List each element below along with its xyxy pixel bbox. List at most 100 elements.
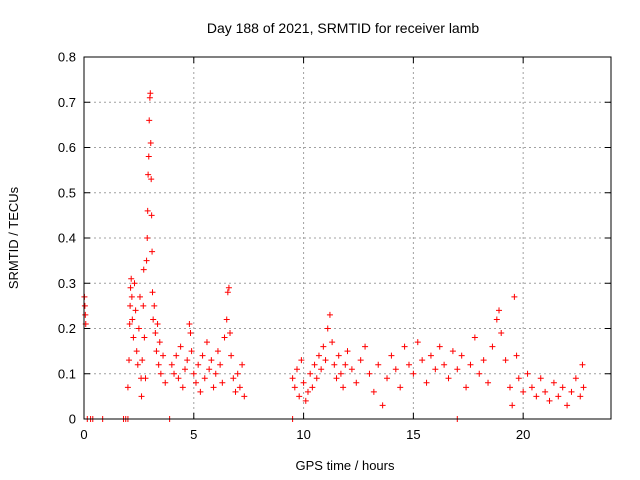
data-point [293,366,300,373]
data-point [130,334,137,341]
data-point [153,348,160,355]
data-point [513,352,520,359]
data-point [147,139,154,146]
data-point [171,370,178,377]
data-point [143,257,150,264]
data-point [175,375,182,382]
data-point [217,361,224,368]
y-tick-label: 0.1 [58,366,76,381]
data-point [154,320,161,327]
data-point [124,384,131,391]
data-point [489,343,496,350]
data-point [546,397,553,404]
data-point [379,402,386,409]
data-point [192,379,199,386]
data-point [127,284,134,291]
x-tick-label: 15 [406,427,420,442]
data-point [128,275,135,282]
data-point [139,357,146,364]
data-point [302,397,309,404]
x-tick-label: 20 [516,427,530,442]
data-point [559,384,566,391]
data-point [190,370,197,377]
data-point [348,366,355,373]
data-points [81,90,587,422]
data-point [304,388,311,395]
y-tick-label: 0.4 [58,231,76,246]
data-point [520,388,527,395]
data-point [370,388,377,395]
data-point [509,402,516,409]
data-point [214,348,221,355]
data-point [392,366,399,373]
data-point [458,352,465,359]
data-point [432,366,439,373]
data-point [471,334,478,341]
y-tick-label: 0.7 [58,95,76,110]
data-point [441,361,448,368]
data-point [335,352,342,359]
data-point [397,384,404,391]
data-point [187,330,194,337]
data-point [436,343,443,350]
data-point [502,357,509,364]
data-point [331,361,338,368]
data-point [225,284,232,291]
data-point [291,384,298,391]
data-point [405,361,412,368]
data-point [577,393,584,400]
data-point [227,330,234,337]
data-point [550,379,557,386]
data-point [219,379,226,386]
data-point [414,339,421,346]
data-point [133,348,140,355]
data-point [206,366,213,373]
data-point [149,289,156,296]
data-point [309,384,316,391]
data-point [506,384,513,391]
x-tick-label: 0 [80,427,87,442]
data-point [148,212,155,219]
data-point [157,370,164,377]
data-point [155,361,162,368]
data-point [149,248,156,255]
data-point [127,302,134,309]
data-point [140,302,147,309]
data-point [141,334,148,341]
data-point [173,352,180,359]
data-point [493,316,500,323]
data-point [445,375,452,382]
y-tick-label: 0.6 [58,140,76,155]
data-point [579,361,586,368]
data-point [300,379,307,386]
data-point [318,366,325,373]
data-point [427,352,434,359]
data-point [232,388,239,395]
data-point [580,384,587,391]
data-point [140,266,147,273]
data-point [132,307,139,314]
data-point [307,370,314,377]
x-tick-label: 10 [296,427,310,442]
data-point [156,339,163,346]
data-point [568,388,575,395]
data-point [572,375,579,382]
data-point [366,370,373,377]
data-point [195,361,202,368]
data-point [511,293,518,300]
y-tick-label: 0.8 [58,50,76,65]
data-point [148,176,155,183]
data-point [135,325,142,332]
data-point [145,153,152,160]
x-tick-label: 5 [190,427,197,442]
data-point [463,384,470,391]
data-point [234,370,241,377]
data-point [423,379,430,386]
data-point [146,117,153,124]
data-point [289,375,296,382]
y-tick-label: 0.3 [58,276,76,291]
data-point [134,361,141,368]
data-point [515,375,522,382]
data-point [362,343,369,350]
data-point [555,393,562,400]
